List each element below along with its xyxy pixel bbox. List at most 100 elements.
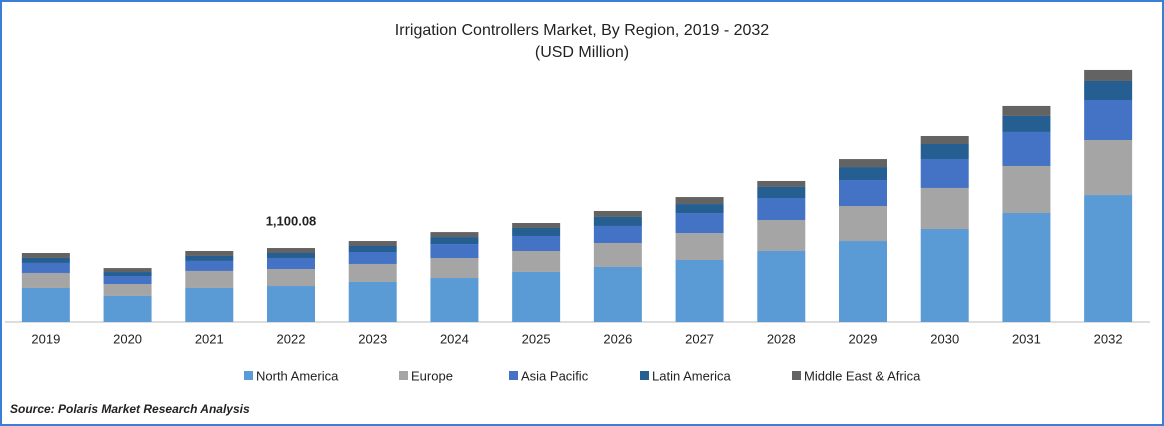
x-tick-label: 2032 xyxy=(1094,331,1123,346)
bar-segment xyxy=(593,225,642,243)
bar-segment xyxy=(185,287,234,322)
bar-segment xyxy=(512,223,561,228)
legend-label: Asia Pacific xyxy=(521,368,589,383)
source-note: Source: Polaris Market Research Analysis xyxy=(10,402,250,416)
x-tick-label: 2019 xyxy=(31,331,60,346)
bar-segment xyxy=(920,187,969,229)
bar-segment xyxy=(757,186,806,198)
x-tick-label: 2025 xyxy=(522,331,551,346)
bar-segment xyxy=(675,213,724,234)
bar-segment xyxy=(839,180,887,207)
bar-segment xyxy=(675,233,724,260)
bar-segment xyxy=(1002,105,1051,116)
bar-segment xyxy=(21,257,70,263)
x-tick-label: 2030 xyxy=(930,331,959,346)
bar-segment xyxy=(103,276,152,285)
bar-segment xyxy=(267,269,315,287)
bar-segment xyxy=(103,272,152,277)
chart-title: Irrigation Controllers Market, By Region… xyxy=(395,22,770,39)
bar-segment xyxy=(1084,69,1133,81)
bar-segment xyxy=(839,206,887,242)
bar-segment xyxy=(185,270,234,288)
x-tick-label: 2026 xyxy=(603,331,632,346)
bar-segment xyxy=(1002,165,1051,213)
bar-segment xyxy=(757,219,806,251)
bar-segment xyxy=(512,271,561,322)
bar-segment xyxy=(757,180,806,187)
x-tick-label: 2028 xyxy=(767,331,796,346)
x-tick-label: 2020 xyxy=(113,331,142,346)
x-tick-label: 2024 xyxy=(440,331,469,346)
bar-segment xyxy=(348,251,397,264)
bar-segment xyxy=(675,197,724,205)
bar-segment xyxy=(103,295,152,322)
bar-segment xyxy=(21,272,70,288)
bar-segment xyxy=(920,158,969,188)
legend-swatch xyxy=(399,371,408,380)
bar-segment xyxy=(1002,115,1051,132)
bar-segment xyxy=(1084,80,1133,101)
bar-segment xyxy=(21,253,70,258)
bar-segment xyxy=(185,255,234,261)
bar-segment xyxy=(757,250,806,322)
bar-segment xyxy=(21,287,70,322)
bar-segment xyxy=(1084,140,1133,196)
legend-swatch xyxy=(792,371,801,380)
bar-segment xyxy=(267,253,315,258)
bar-segment xyxy=(185,260,234,271)
bar-segment xyxy=(430,244,479,259)
bar-segment xyxy=(267,248,315,254)
bar-segment xyxy=(920,135,969,144)
bar-segment xyxy=(348,241,397,247)
bar-segment xyxy=(675,204,724,214)
bar-segment xyxy=(103,268,152,273)
x-tick-label: 2031 xyxy=(1012,331,1041,346)
bar-segment xyxy=(839,159,887,168)
bar-segment xyxy=(103,284,152,296)
bar-segment xyxy=(593,216,642,226)
bar-segment xyxy=(920,143,969,159)
bar-segment xyxy=(839,167,887,181)
bar-segment xyxy=(348,246,397,252)
legend-label: Middle East & Africa xyxy=(804,368,921,383)
bar-segment xyxy=(348,263,397,282)
bar-segment xyxy=(430,237,479,245)
legend-swatch xyxy=(640,371,649,380)
x-tick-label: 2021 xyxy=(195,331,224,346)
bar-segment xyxy=(839,241,887,322)
legend-label: Europe xyxy=(411,368,453,383)
x-tick-label: 2029 xyxy=(849,331,878,346)
legend-label: North America xyxy=(256,368,339,383)
bar-segment xyxy=(430,232,479,238)
bar-segment xyxy=(267,257,315,270)
bar-segment xyxy=(1084,195,1133,322)
bar-segment xyxy=(512,227,561,236)
legend-label: Latin America xyxy=(652,368,732,383)
bar-segment xyxy=(1002,212,1051,322)
x-tick-label: 2027 xyxy=(685,331,714,346)
bar-segment xyxy=(593,210,642,217)
bar-segment xyxy=(593,266,642,322)
bar-segment xyxy=(1084,100,1133,141)
x-tick-label: 2022 xyxy=(277,331,306,346)
x-tick-label: 2023 xyxy=(358,331,387,346)
bar-segment xyxy=(430,278,479,322)
bar-segment xyxy=(512,235,561,251)
bar-segment xyxy=(675,259,724,322)
bar-segment xyxy=(185,250,234,256)
bar-segment xyxy=(757,197,806,220)
total-label: 1,100.08 xyxy=(266,213,317,228)
bar-segment xyxy=(920,228,969,322)
bar-segment xyxy=(430,258,479,279)
bar-segment xyxy=(1002,131,1051,166)
bar-segment xyxy=(593,242,642,267)
legend-swatch xyxy=(509,371,518,380)
legend-swatch xyxy=(244,371,253,380)
chart-subtitle: (USD Million) xyxy=(535,44,629,61)
bar-segment xyxy=(267,286,315,322)
bar-segment xyxy=(348,281,397,322)
bar-segment xyxy=(512,250,561,272)
bar-segment xyxy=(21,262,70,273)
